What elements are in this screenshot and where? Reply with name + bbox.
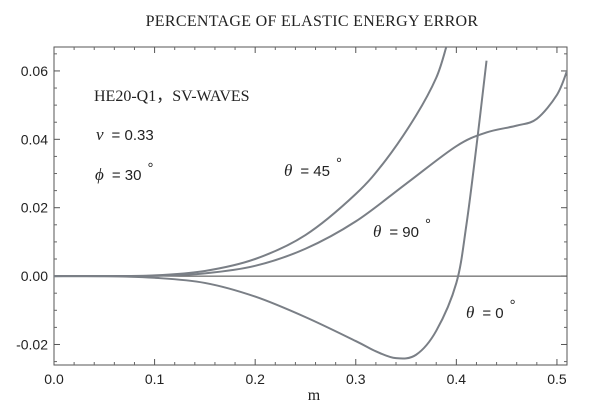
chart-title: PERCENTAGE OF ELASTIC ENERGY ERROR	[146, 13, 479, 30]
phi-annotation: ϕ = 30 °	[95, 160, 153, 184]
y-tick-label: 0.02	[21, 200, 48, 216]
theta-0-symbol: θ	[466, 303, 474, 322]
y-tick-label: 0.06	[21, 63, 48, 79]
case-label: HE20-Q1，SV-WAVES	[94, 88, 250, 105]
x-tick-label: 0.4	[447, 371, 467, 387]
nu-symbol: ν	[96, 125, 104, 144]
phi-symbol: ϕ	[95, 165, 104, 184]
series-line-0	[54, 47, 448, 278]
y-tick-label: -0.02	[16, 336, 48, 352]
nu-value: = 0.33	[112, 127, 154, 144]
series-line-2	[54, 60, 488, 360]
phi-value: = 30	[112, 167, 142, 184]
series-label-theta-90: θ = 90 °	[373, 216, 431, 241]
y-tick-label: 0.04	[21, 131, 48, 147]
series-line-1	[54, 70, 567, 278]
x-tick-label: 0.2	[245, 371, 265, 387]
y-tick-label: 0.00	[21, 268, 48, 284]
phi-degree: °	[147, 160, 153, 177]
series-lines	[54, 47, 567, 360]
series-label-theta-45: θ = 45 °	[284, 155, 342, 180]
x-axis-label: m	[308, 387, 321, 404]
theta-90-value: = 90	[389, 224, 419, 241]
axis-tick-labels: 0.0 0.1 0.2 0.3 0.4 0.5 -0.02 0.00 0.02 0.04 0.06	[16, 63, 567, 387]
theta-90-symbol: θ	[373, 222, 381, 241]
theta-45-value: = 45	[300, 163, 330, 180]
nu-annotation: ν = 0.33	[96, 125, 154, 144]
annotation-block: HE20-Q1，SV-WAVES ν = 0.33 ϕ = 30 °	[94, 88, 250, 184]
theta-45-degree: °	[336, 155, 342, 172]
axis-ticks	[53, 47, 567, 365]
x-tick-label: 0.1	[145, 371, 165, 387]
theta-0-degree: °	[510, 297, 516, 314]
theta-0-value: = 0	[482, 305, 503, 322]
series-label-theta-0: θ = 0 °	[466, 297, 516, 322]
x-tick-label: 0.3	[346, 371, 366, 387]
plot-border	[53, 46, 568, 366]
theta-90-degree: °	[425, 216, 431, 233]
x-tick-label: 0.5	[547, 371, 567, 387]
x-tick-label: 0.0	[44, 371, 64, 387]
theta-45-symbol: θ	[284, 161, 292, 180]
